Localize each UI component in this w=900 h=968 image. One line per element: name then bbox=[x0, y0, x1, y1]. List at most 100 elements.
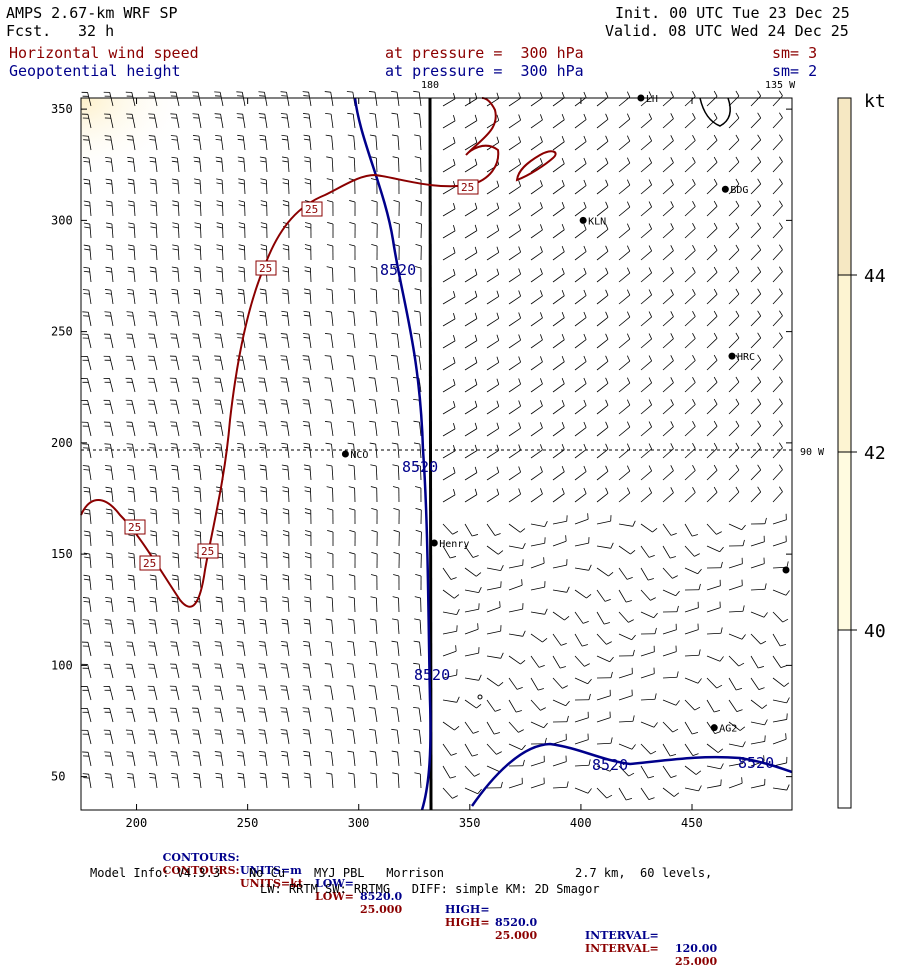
wind-barb bbox=[465, 675, 481, 680]
wind-barb bbox=[663, 744, 676, 756]
wind-barb bbox=[127, 312, 135, 326]
wind-barb bbox=[303, 443, 311, 458]
station-marker bbox=[722, 186, 729, 193]
wind-barb bbox=[509, 744, 526, 750]
wind-barb bbox=[261, 509, 267, 524]
wind-barb bbox=[325, 751, 333, 766]
wind-barb bbox=[443, 788, 458, 798]
wind-barb bbox=[707, 399, 717, 414]
wind-barb bbox=[82, 642, 91, 656]
wind-barb bbox=[391, 355, 399, 370]
wind-barb bbox=[553, 634, 567, 645]
wind-barb bbox=[619, 521, 635, 526]
wind-barb bbox=[192, 400, 201, 414]
wind-barb bbox=[751, 377, 761, 392]
wind-barb bbox=[619, 690, 632, 700]
wind-barb bbox=[619, 290, 630, 304]
y-tick-label: 200 bbox=[51, 436, 73, 450]
wind-barb bbox=[443, 590, 459, 598]
wind-barb bbox=[553, 312, 564, 326]
wind-barb bbox=[531, 537, 545, 546]
wind-barb bbox=[487, 467, 499, 480]
wind-barb bbox=[392, 443, 399, 458]
wind-barb bbox=[575, 466, 586, 480]
wind-barb bbox=[553, 92, 564, 106]
wind-barb bbox=[83, 290, 91, 304]
wind-barb bbox=[150, 509, 157, 524]
station-marker-small bbox=[478, 695, 482, 699]
wind-barb bbox=[128, 487, 135, 502]
wind-barb bbox=[487, 524, 501, 536]
wind-barb bbox=[393, 200, 399, 216]
wind-barb bbox=[531, 738, 546, 744]
wind-barb bbox=[575, 678, 592, 684]
wind-barb bbox=[553, 466, 564, 480]
wind-barb bbox=[509, 335, 521, 348]
wind-barb bbox=[282, 487, 289, 502]
wind-barb bbox=[126, 642, 135, 656]
wind-barb bbox=[729, 656, 744, 666]
height-label-1: 8520 bbox=[380, 261, 416, 279]
wind-barb bbox=[148, 356, 157, 370]
wind-barb bbox=[106, 553, 113, 568]
wind-barb bbox=[327, 222, 333, 238]
wind-barb bbox=[707, 179, 717, 194]
wind-barb bbox=[259, 443, 267, 458]
wind-barb bbox=[237, 443, 245, 458]
wind-barb bbox=[597, 612, 610, 624]
wind-barb bbox=[531, 136, 542, 150]
wind-barb bbox=[280, 378, 289, 392]
wind-barb bbox=[149, 289, 157, 304]
wind-barb bbox=[237, 619, 245, 634]
wind-barb bbox=[641, 546, 655, 557]
wind-barb bbox=[126, 664, 135, 678]
wind-barb bbox=[641, 245, 652, 260]
wind-barb bbox=[465, 489, 477, 502]
wind-barb bbox=[729, 377, 739, 392]
wind-barb bbox=[303, 751, 311, 766]
wind-barb bbox=[128, 267, 135, 282]
wind-barb bbox=[82, 730, 91, 744]
wind-barb bbox=[303, 400, 311, 414]
wind-barb bbox=[641, 223, 652, 238]
wind-barb bbox=[393, 574, 399, 590]
wind-barb bbox=[685, 377, 695, 392]
model-resolution: 2.7 km, 60 levels, bbox=[575, 866, 712, 880]
wind-barb bbox=[751, 583, 766, 590]
wind-barb bbox=[303, 708, 311, 722]
wind-barb bbox=[369, 333, 377, 348]
wind-barb bbox=[305, 553, 311, 568]
wind-barb bbox=[575, 712, 588, 722]
wind-barb bbox=[416, 200, 422, 216]
wind-barb bbox=[619, 268, 630, 282]
wind-barb bbox=[685, 91, 695, 106]
wind-barb bbox=[128, 223, 135, 238]
wind-barb bbox=[685, 223, 695, 238]
wind-barb bbox=[104, 444, 113, 458]
wind-barb bbox=[105, 597, 113, 612]
wind-barb bbox=[236, 400, 245, 414]
wind-barb bbox=[707, 602, 720, 612]
wind-barb bbox=[84, 553, 91, 568]
wind-barb bbox=[729, 777, 742, 788]
wind-barb bbox=[104, 400, 113, 414]
wind-barb bbox=[597, 180, 608, 194]
wind-barb bbox=[597, 334, 608, 348]
wind-barb bbox=[531, 656, 545, 667]
wind-barb bbox=[443, 568, 457, 580]
wind-barb bbox=[509, 423, 521, 436]
wind-barb bbox=[370, 773, 377, 788]
station-label: KLN bbox=[588, 216, 606, 227]
speed-label-2: 25 bbox=[259, 262, 272, 275]
wind-barb bbox=[172, 487, 179, 502]
wind-barb bbox=[619, 788, 632, 800]
wind-barb bbox=[751, 700, 767, 709]
wind-barb bbox=[369, 378, 377, 392]
wind-barb bbox=[194, 575, 201, 590]
wind-barb bbox=[641, 201, 652, 216]
wind-barb bbox=[487, 291, 499, 304]
wind-barb bbox=[597, 114, 608, 128]
wind-barb bbox=[751, 223, 761, 238]
wind-barb bbox=[236, 664, 245, 678]
wind-barb bbox=[349, 200, 355, 216]
